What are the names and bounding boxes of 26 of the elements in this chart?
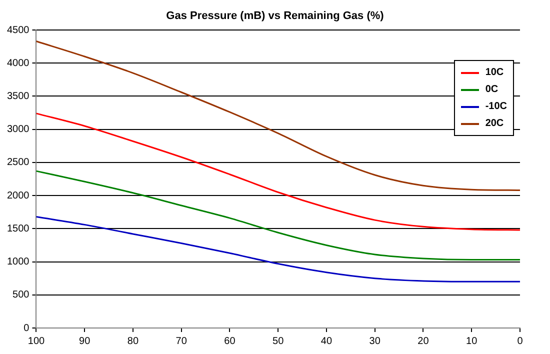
x-tick-label: 40 (320, 336, 332, 347)
x-tick-label: 20 (418, 336, 430, 347)
legend-label: -10C (485, 101, 507, 112)
x-tick-label: 90 (79, 336, 91, 347)
y-tick-label: 500 (12, 290, 30, 301)
y-tick-label: 2500 (6, 157, 30, 168)
y-tick-label: 0 (24, 322, 30, 334)
y-tick-label: 1500 (6, 223, 30, 234)
x-tick-label: 70 (176, 336, 188, 347)
y-tick-label: 4500 (6, 24, 30, 36)
y-tick-label: 1000 (6, 256, 30, 268)
y-tick-label: 3500 (6, 90, 30, 102)
y-tick-label: 3000 (6, 124, 30, 136)
x-tick-label: 100 (28, 336, 46, 347)
x-tick-label: 30 (369, 336, 381, 347)
x-tick-label: 10 (466, 336, 478, 347)
y-tick-label: 4000 (6, 58, 30, 69)
x-tick-label: 0 (517, 336, 524, 347)
legend-label: 0C (485, 84, 498, 95)
x-tick-label: 80 (127, 336, 139, 347)
x-tick-label: 60 (224, 336, 236, 347)
legend-label: 10C (485, 67, 504, 78)
chart-title: Gas Pressure (mB) vs Remaining Gas (%) (165, 10, 385, 22)
y-tick-label: 2000 (6, 190, 30, 202)
legend-label: 20C (485, 118, 504, 129)
x-tick-label: 50 (272, 336, 284, 347)
